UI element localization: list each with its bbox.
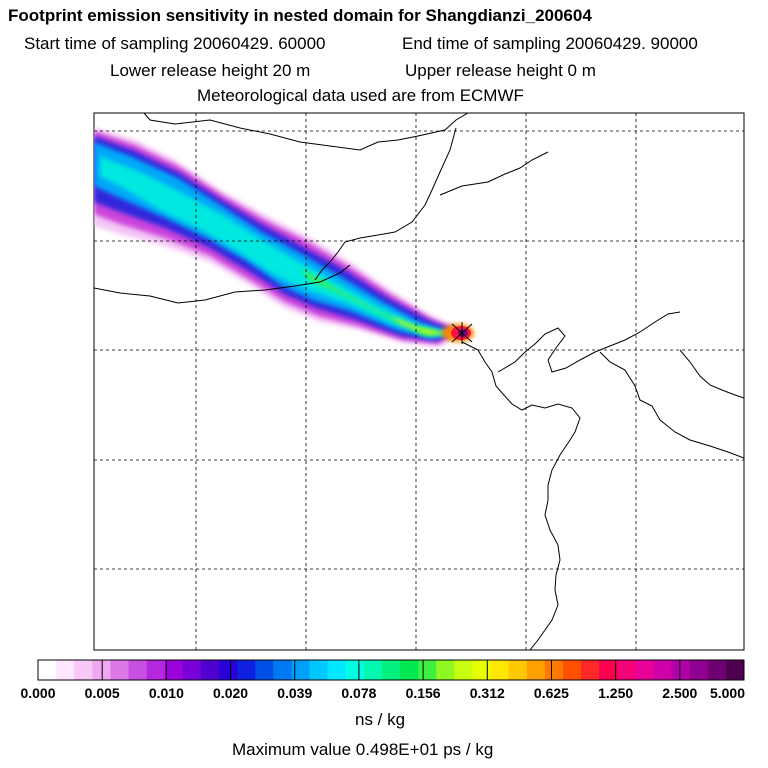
colorbar-swatch xyxy=(653,660,673,680)
peninsula-coast xyxy=(599,351,744,459)
colorbar-swatch xyxy=(128,660,148,680)
colorbar xyxy=(37,659,745,681)
colorbar-swatch xyxy=(418,660,437,680)
colorbar-label: 2.500 xyxy=(662,685,697,701)
colorbar-labels: 0.000 0.005 0.010 0.020 0.039 0.078 0.156 0.312… xyxy=(20,660,745,701)
map-title: Footprint emission sensitivity in nested… xyxy=(8,6,592,25)
colorbar-swatch xyxy=(237,660,256,680)
colorbar-label: 0.312 xyxy=(470,685,505,701)
colorbar-swatch xyxy=(56,660,75,680)
colorbar-swatch xyxy=(74,660,93,680)
colorbar-swatch xyxy=(725,660,745,680)
northern-border xyxy=(143,113,469,151)
met-data-source: Meteorological data used are from ECMWF xyxy=(197,86,524,105)
colorbar-swatch xyxy=(562,660,582,680)
sampling-end-time: End time of sampling 20060429. 90000 xyxy=(402,34,698,53)
ne-river xyxy=(439,151,549,196)
colorbar-swatch xyxy=(599,660,618,680)
colorbar-swatch xyxy=(182,660,202,680)
colorbar-swatch xyxy=(508,660,528,680)
colorbar-swatch xyxy=(345,660,365,680)
colorbar-label: 1.250 xyxy=(598,685,633,701)
colorbar-swatch xyxy=(689,660,709,680)
ne-border xyxy=(314,127,457,281)
colorbar-unit: ns / kg xyxy=(355,710,406,729)
colorbar-swatch xyxy=(110,660,130,680)
coastlines xyxy=(94,113,744,650)
colorbar-swatch xyxy=(490,660,510,680)
colorbar-swatch xyxy=(146,660,166,680)
colorbar-label: 0.039 xyxy=(277,685,312,701)
colorbar-swatch xyxy=(707,660,727,680)
colorbar-swatch xyxy=(92,660,111,680)
receptor-marker xyxy=(451,322,473,344)
colorbar-swatch xyxy=(436,660,455,680)
lower-release-height: Lower release height 20 m xyxy=(110,61,311,80)
colorbar-swatch xyxy=(38,660,57,680)
footprint-plume xyxy=(94,128,474,347)
east-coast xyxy=(679,349,744,399)
plume-yellow xyxy=(390,316,450,334)
colorbar-swatch xyxy=(291,660,311,680)
colorbar-swatch xyxy=(200,660,220,680)
colorbar-swatch xyxy=(255,660,274,680)
sampling-start-time: Start time of sampling 20060429. 60000 xyxy=(24,34,326,53)
colorbar-swatch xyxy=(327,660,347,680)
maximum-value: Maximum value 0.498E+01 ps / kg xyxy=(232,740,494,759)
colorbar-label: 0.020 xyxy=(213,685,248,701)
central-border xyxy=(94,264,351,304)
lat-lon-grid xyxy=(94,113,744,650)
colorbar-swatch xyxy=(363,660,383,680)
colorbar-label: 0.625 xyxy=(534,685,569,701)
bohai-coast xyxy=(497,311,681,373)
colorbar-swatch xyxy=(635,660,654,680)
colorbar-swatch xyxy=(219,660,238,680)
colorbar-swatch xyxy=(526,660,546,680)
colorbar-swatch xyxy=(581,660,600,680)
colorbar-label: 0.078 xyxy=(341,685,376,701)
colorbar-swatch xyxy=(400,660,419,680)
colorbar-label: 0.000 xyxy=(20,685,55,701)
colorbar-swatch xyxy=(454,660,473,680)
colorbar-swatch xyxy=(472,660,492,680)
colorbar-label: 5.000 xyxy=(710,685,745,701)
plume-light-blue xyxy=(94,142,455,339)
colorbar-swatch xyxy=(617,660,636,680)
plume-cyan xyxy=(100,156,450,336)
colorbar-swatch xyxy=(544,660,564,680)
colorbar-swatch xyxy=(671,660,691,680)
colorbar-label: 0.156 xyxy=(406,685,441,701)
colorbar-swatch xyxy=(309,660,329,680)
colorbar-swatch xyxy=(273,660,292,680)
coast-main xyxy=(461,341,581,650)
colorbar-label: 0.005 xyxy=(85,685,120,701)
colorbar-swatch xyxy=(381,660,401,680)
upper-release-height: Upper release height 0 m xyxy=(405,61,596,80)
colorbar-swatch xyxy=(164,660,184,680)
colorbar-label: 0.010 xyxy=(149,685,184,701)
